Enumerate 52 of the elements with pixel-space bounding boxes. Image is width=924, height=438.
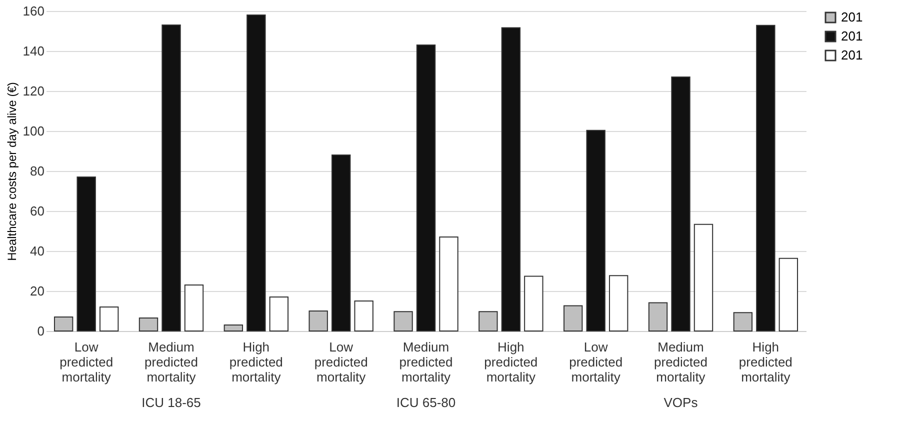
- legend-label: 201: [841, 28, 863, 44]
- x-tick-label: Medium predicted mortality: [144, 340, 198, 384]
- bar: [694, 224, 714, 332]
- bar: [756, 24, 776, 332]
- y-tick-label: 140: [22, 44, 44, 58]
- bar: [778, 258, 798, 332]
- bar: [439, 236, 458, 332]
- y-tick-label: 40: [30, 244, 44, 258]
- y-tick-label: 60: [30, 204, 44, 218]
- bar: [608, 275, 628, 332]
- y-tick-label: 120: [22, 84, 44, 98]
- bar: [308, 310, 328, 332]
- bar: [54, 316, 74, 332]
- y-axis-title: Healthcare costs per day alive (€): [4, 82, 19, 261]
- y-tick-label: 160: [22, 4, 44, 18]
- bar: [331, 154, 351, 332]
- bar: [394, 311, 413, 332]
- bar: [416, 44, 436, 332]
- bar: [138, 318, 158, 332]
- bar: [224, 324, 244, 332]
- x-tick-label: High predicted mortality: [484, 340, 538, 384]
- bar: [478, 311, 498, 332]
- bar: [733, 312, 753, 332]
- bar: [354, 300, 374, 332]
- bar: [99, 306, 119, 332]
- x-tick-label: Low predicted mortality: [60, 340, 114, 384]
- bar: [671, 76, 690, 332]
- x-tick-label: Medium predicted mortality: [399, 340, 453, 384]
- y-tick-label: 20: [30, 284, 44, 298]
- y-tick-label: 100: [22, 124, 44, 138]
- bar: [648, 302, 668, 332]
- bar: [246, 14, 266, 332]
- text: VOPs: [664, 395, 698, 410]
- legend-label: 201: [841, 48, 863, 62]
- text: ICU 18-65: [142, 395, 201, 410]
- bar: [269, 296, 289, 332]
- x-tick-label: Medium predicted mortality: [654, 340, 708, 384]
- bar: [563, 305, 583, 332]
- x-tick-label: High predicted mortality: [738, 340, 792, 384]
- bar: [524, 276, 544, 332]
- y-tick-label: 80: [30, 164, 44, 178]
- legend-label: 201: [841, 10, 863, 24]
- x-tick-label: High predicted mortality: [229, 340, 283, 384]
- y-tick-label: 0: [37, 324, 44, 338]
- bar: [501, 27, 521, 332]
- x-tick-label: Low predicted mortality: [569, 340, 623, 384]
- bar: [184, 284, 204, 332]
- text: ICU 65-80: [396, 395, 456, 410]
- bar: [162, 24, 181, 332]
- x-tick-label: Low predicted mortality: [314, 340, 368, 384]
- bar: [586, 130, 606, 332]
- bar: [76, 176, 96, 332]
